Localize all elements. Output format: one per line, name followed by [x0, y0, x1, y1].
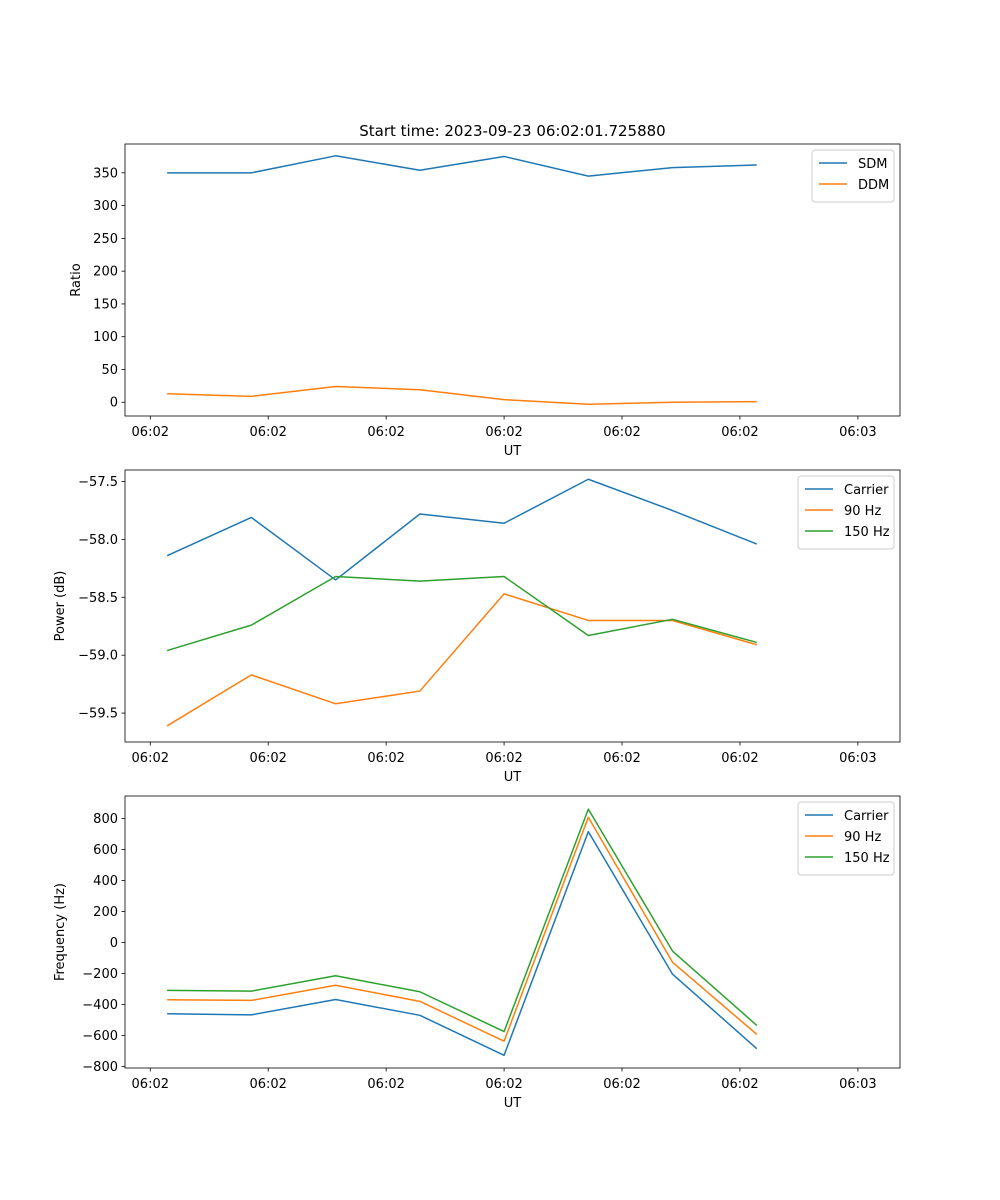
x-tick-label: 06:02 — [132, 751, 169, 766]
x-tick-label: 06:02 — [249, 1077, 286, 1092]
legend-entry: Carrier — [844, 809, 889, 824]
x-tick-label: 06:02 — [721, 751, 758, 766]
y-tick-label: 600 — [93, 843, 118, 858]
legend-entry: SDM — [858, 157, 887, 172]
x-tick-label: 06:02 — [367, 425, 404, 440]
x-tick-label: 06:02 — [485, 425, 522, 440]
series-line-carrier — [167, 830, 758, 1057]
y-tick-label: 400 — [93, 874, 118, 889]
x-tick-label: 06:03 — [839, 425, 876, 440]
series-line-90-hz — [166, 593, 757, 727]
x-axis-label: UT — [504, 770, 522, 785]
chart-panel-2: 06:02 06:02 06:02 06:02 06:02 06:02 06:03 −57.5… — [53, 469, 901, 785]
x-tick-label: 06:02 — [132, 1077, 169, 1092]
x-axis-label: UT — [504, 1096, 522, 1111]
y-tick-label: −58.0 — [78, 533, 118, 548]
y-tick-label: 800 — [93, 812, 118, 827]
y-tick-label: −600 — [82, 1029, 118, 1044]
legend-entry: Carrier — [844, 483, 889, 498]
y-tick-label: 200 — [93, 905, 118, 920]
y-tick-label: −59.5 — [78, 707, 118, 722]
series-line-sdm — [167, 155, 757, 177]
chart-panel-1: Start time: 2023-09-23 06:02:01.725880 06… — [69, 122, 901, 459]
y-axis-label: Frequency (Hz) — [53, 883, 68, 981]
legend-entry: DDM — [858, 178, 889, 193]
series-line-150-hz — [166, 575, 757, 652]
x-tick-label: 06:03 — [839, 751, 876, 766]
x-tick-label: 06:03 — [839, 1077, 876, 1092]
axes-frame — [124, 143, 901, 417]
axes-frame — [124, 795, 901, 1069]
x-tick-label: 06:02 — [603, 425, 640, 440]
x-tick-label: 06:02 — [367, 1077, 404, 1092]
y-tick-label: 0 — [110, 936, 118, 951]
y-axis-label: Power (dB) — [53, 571, 68, 642]
x-tick-label: 06:02 — [721, 425, 758, 440]
legend-entry: 150 Hz — [844, 525, 890, 540]
y-tick-label: −57.5 — [78, 475, 118, 490]
legend: Carrier 90 Hz 150 Hz — [797, 475, 895, 550]
y-tick-label: 200 — [93, 265, 118, 280]
x-tick-label: 06:02 — [485, 751, 522, 766]
y-tick-label: 250 — [93, 232, 118, 247]
legend-entry: 150 Hz — [844, 851, 890, 866]
legend: SDM DDM — [811, 149, 895, 203]
legend: Carrier 90 Hz 150 Hz — [797, 801, 895, 876]
chart-title: Start time: 2023-09-23 06:02:01.725880 — [359, 122, 665, 140]
x-axis-label: UT — [504, 444, 522, 459]
series-line-carrier — [166, 478, 758, 581]
x-tick-label: 06:02 — [367, 751, 404, 766]
series-line-ddm — [167, 385, 757, 405]
x-tick-label: 06:02 — [132, 425, 169, 440]
y-axis-label: Ratio — [69, 263, 84, 296]
y-tick-label: 100 — [93, 330, 118, 345]
y-tick-label: −200 — [82, 967, 118, 982]
legend-entry: 90 Hz — [844, 830, 881, 845]
x-tick-label: 06:02 — [485, 1077, 522, 1092]
legend-entry: 90 Hz — [844, 504, 881, 519]
series-line-90-hz — [167, 816, 758, 1042]
x-tick-label: 06:02 — [249, 425, 286, 440]
y-tick-label: 350 — [93, 166, 118, 181]
y-tick-label: −800 — [82, 1060, 118, 1075]
y-tick-label: −400 — [82, 998, 118, 1013]
y-tick-label: −58.5 — [78, 591, 118, 606]
axes-frame — [124, 469, 901, 743]
y-tick-label: 50 — [101, 363, 118, 378]
y-tick-label: 150 — [93, 297, 118, 312]
y-tick-label: −59.0 — [78, 649, 118, 664]
x-tick-label: 06:02 — [249, 751, 286, 766]
y-tick-label: 0 — [110, 396, 118, 411]
series-line-150-hz — [167, 808, 758, 1033]
y-tick-label: 300 — [93, 199, 118, 214]
x-tick-label: 06:02 — [603, 1077, 640, 1092]
chart-panel-3: 06:02 06:02 06:02 06:02 06:02 06:02 06:03 −800 −… — [53, 795, 901, 1111]
x-tick-label: 06:02 — [603, 751, 640, 766]
x-tick-label: 06:02 — [721, 1077, 758, 1092]
